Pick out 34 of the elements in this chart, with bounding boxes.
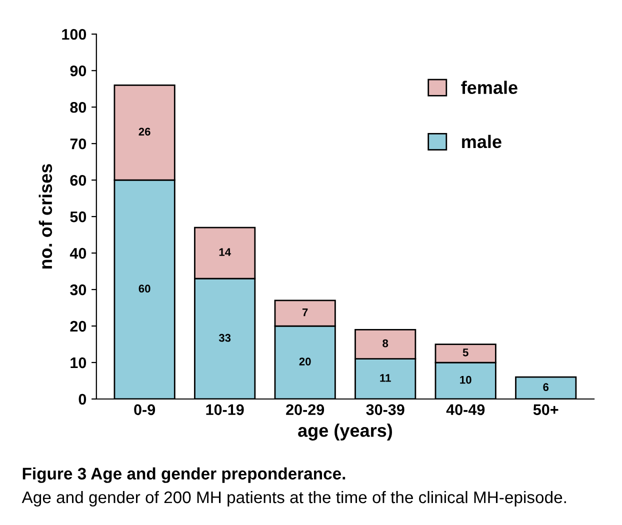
y-tick-label: 90 xyxy=(70,65,86,76)
y-tick-label: 40 xyxy=(70,248,86,259)
data-label: 20 xyxy=(299,358,311,366)
data-label: 11 xyxy=(380,374,391,382)
x-tick-label: 50+ xyxy=(533,404,558,416)
data-label: 5 xyxy=(462,348,468,356)
y-tick-label: 20 xyxy=(70,320,86,332)
data-label: 10 xyxy=(460,376,472,384)
y-tick-label: 60 xyxy=(70,174,86,186)
x-tick-label: 20-29 xyxy=(286,404,324,416)
x-tick-label: 10-19 xyxy=(206,404,244,416)
legend-label: female xyxy=(461,80,518,94)
caption: Figure 3 Age and gender preponderance. xyxy=(22,467,346,483)
y-tick-label: 0 xyxy=(78,394,86,405)
data-label: 8 xyxy=(382,339,388,348)
x-tick-label: 40-49 xyxy=(446,404,485,416)
x-axis-title: age (years) xyxy=(298,424,392,441)
y-tick-label: 50 xyxy=(70,211,86,222)
x-tick-label: 30-39 xyxy=(366,404,404,416)
y-tick-label: 30 xyxy=(70,284,86,296)
legend-label: male xyxy=(462,134,502,148)
y-axis-title: no. of crises xyxy=(38,164,52,269)
y-tick-label: 100 xyxy=(62,28,86,40)
data-label: 33 xyxy=(218,334,231,342)
data-label: 6 xyxy=(543,383,549,392)
data-label: 14 xyxy=(219,248,231,256)
text: Age and gender of 200 MH patients at the time of the clinical MH-episode. xyxy=(22,490,566,507)
data-label: 60 xyxy=(138,284,150,293)
x-tick-label: 0-9 xyxy=(134,404,156,416)
y-tick-label: 80 xyxy=(70,102,86,113)
data-label: 26 xyxy=(138,128,150,136)
y-tick-label: 70 xyxy=(70,138,86,150)
y-tick-label: 10 xyxy=(70,357,86,368)
data-label: 7 xyxy=(302,308,308,316)
